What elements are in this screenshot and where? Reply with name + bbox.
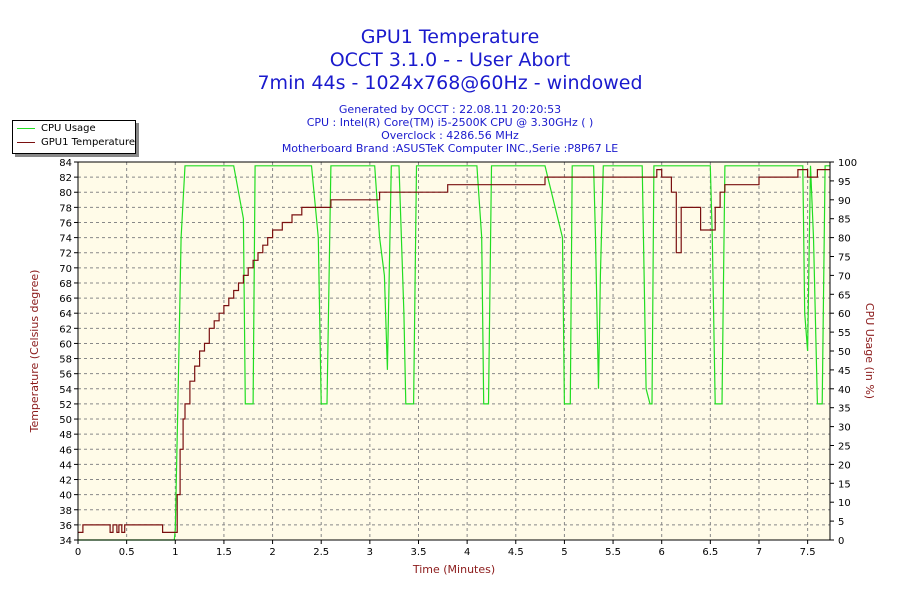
y-left-tick-label: 40 <box>59 491 72 502</box>
chart-subtitle-1: OCCT 3.1.0 - - User Abort <box>329 49 571 71</box>
legend-label-gpu1-temperature: GPU1 Temperature <box>41 137 135 148</box>
legend-swatch-cpu-usage <box>17 127 35 129</box>
y-left-tick-label: 48 <box>59 430 72 441</box>
y-axis-label-left: Temperature (Celsius degree) <box>28 270 41 434</box>
y-right-tick-label: 15 <box>838 479 851 490</box>
cpu-info: CPU : Intel(R) Core(TM) i5-2500K CPU @ 3… <box>306 116 594 129</box>
y-right-tick-label: 95 <box>838 177 851 188</box>
y-right-tick-label: 70 <box>838 271 851 282</box>
overclock-info: Overclock : 4286.56 MHz <box>381 129 519 142</box>
legend-label-cpu-usage: CPU Usage <box>41 123 96 134</box>
plot-area <box>78 162 830 540</box>
y-left-tick-label: 54 <box>59 385 72 396</box>
y-right-tick-label: 20 <box>838 460 851 471</box>
y-right-tick-label: 90 <box>838 196 851 207</box>
y-left-tick-label: 76 <box>59 218 72 229</box>
y-left-tick-label: 66 <box>59 294 72 305</box>
y-left-tick-label: 84 <box>59 158 72 169</box>
y-left-tick-label: 46 <box>59 445 72 456</box>
y-right-tick-label: 45 <box>838 366 851 377</box>
chart-subtitle-2: 7min 44s - 1024x768@60Hz - windowed <box>257 72 643 94</box>
y-right-tick-label: 40 <box>838 385 851 396</box>
y-left-tick-label: 64 <box>59 309 72 320</box>
x-tick-label: 4 <box>464 547 470 558</box>
plot-border <box>77 161 831 541</box>
y-left-tick-label: 44 <box>59 460 72 471</box>
x-tick-label: 3.5 <box>411 547 427 558</box>
y-right-tick-label: 5 <box>838 517 844 528</box>
x-tick-label: 6.5 <box>702 547 718 558</box>
y-left-tick-label: 56 <box>59 370 72 381</box>
y-right-tick-label: 55 <box>838 328 851 339</box>
legend-item-cpu-usage: CPU Usage <box>17 123 96 134</box>
x-tick-label: 0 <box>75 547 81 558</box>
y-right-tick-label: 35 <box>838 404 851 415</box>
x-tick-label: 1 <box>172 547 178 558</box>
y-left-tick-label: 38 <box>59 506 72 517</box>
y-left-tick-label: 74 <box>59 234 72 245</box>
chart-legend: CPU Usage GPU1 Temperature <box>12 120 136 154</box>
y-right-tick-label: 100 <box>838 158 857 169</box>
y-left-tick-label: 34 <box>59 536 72 547</box>
x-tick-label: 0.5 <box>119 547 135 558</box>
y-right-tick-label: 0 <box>838 536 844 547</box>
y-left-tick-label: 42 <box>59 476 72 487</box>
x-tick-label: 7 <box>756 547 762 558</box>
y-right-tick-label: 30 <box>838 423 851 434</box>
legend-item-gpu1-temperature: GPU1 Temperature <box>17 137 135 148</box>
y-right-tick-label: 10 <box>838 498 851 509</box>
x-tick-label: 2 <box>269 547 275 558</box>
x-tick-label: 4.5 <box>508 547 524 558</box>
chart-title: GPU1 Temperature <box>360 26 540 48</box>
y-axis-label-right: CPU Usage (in %) <box>863 303 876 399</box>
x-axis-label: Time (Minutes) <box>412 563 495 576</box>
y-left-tick-label: 80 <box>59 188 72 199</box>
y-right-tick-label: 80 <box>838 234 851 245</box>
gridlines <box>78 162 830 540</box>
x-tick-label: 2.5 <box>313 547 329 558</box>
x-tick-label: 3 <box>367 547 373 558</box>
y-right-tick-label: 50 <box>838 347 851 358</box>
legend-swatch-gpu1-temperature <box>17 141 35 143</box>
y-right-tick-label: 85 <box>838 215 851 226</box>
axis-ticks: 0 0.5 1 1.5 2 2.5 3 3.5 4 4.5 5 5.5 6 6.5 7 7.5 34 36 38 40… <box>59 158 857 558</box>
y-left-tick-label: 60 <box>59 339 72 350</box>
y-left-tick-label: 50 <box>59 415 72 426</box>
cpu-usage-line <box>78 165 830 541</box>
y-right-tick-label: 25 <box>838 442 851 453</box>
generated-info: Generated by OCCT : 22.08.11 20:20:53 <box>338 103 562 116</box>
x-tick-label: 7.5 <box>800 547 816 558</box>
y-left-tick-label: 82 <box>59 173 72 184</box>
x-tick-label: 5 <box>561 547 567 558</box>
y-left-tick-label: 78 <box>59 203 72 214</box>
y-right-tick-label: 65 <box>838 290 851 301</box>
y-left-tick-label: 58 <box>59 355 72 366</box>
y-left-tick-label: 72 <box>59 249 72 260</box>
y-left-tick-label: 36 <box>59 521 72 532</box>
x-tick-label: 5.5 <box>605 547 621 558</box>
y-right-tick-label: 60 <box>838 309 851 320</box>
y-left-tick-label: 70 <box>59 264 72 275</box>
y-left-tick-label: 62 <box>59 324 72 335</box>
gpu1-temperature-line <box>78 169 830 533</box>
x-tick-label: 1.5 <box>216 547 232 558</box>
motherboard-info: Motherboard Brand :ASUSTeK Computer INC.… <box>281 142 619 155</box>
x-tick-label: 6 <box>659 547 665 558</box>
y-left-tick-label: 52 <box>59 400 72 411</box>
y-right-tick-label: 75 <box>838 253 851 264</box>
y-left-tick-label: 68 <box>59 279 72 290</box>
